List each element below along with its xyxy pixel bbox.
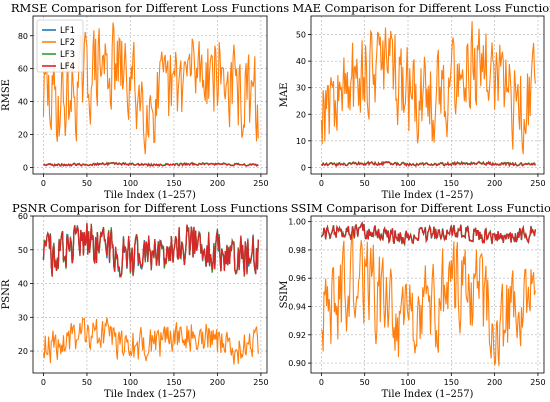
x-tick-label: 200 <box>487 179 502 188</box>
x-tick-label: 150 <box>444 378 459 387</box>
legend-label-lf2: LF2 <box>60 38 75 48</box>
legend: LF1 LF2 LF3 LF4 <box>36 19 84 73</box>
y-axis-label: RMSE <box>1 79 12 111</box>
x-tick-label: 200 <box>210 378 225 387</box>
y-tick-label: 40 <box>18 98 28 107</box>
x-tick-label: 50 <box>82 179 92 188</box>
x-axis-label: Tile Index (1–257) <box>382 190 474 201</box>
y-tick-label: 30 <box>18 313 28 322</box>
y-tick-label: 0.98 <box>288 246 306 255</box>
y-tick-label: 40 <box>18 280 28 289</box>
plot-frame <box>310 15 545 175</box>
y-tick-label: 40 <box>296 57 306 66</box>
series-line-lf4 <box>320 220 536 245</box>
legend-label-lf4: LF4 <box>60 62 75 72</box>
y-tick-label: 60 <box>18 65 28 74</box>
x-tick-label: 100 <box>400 378 415 387</box>
x-tick-label: 150 <box>166 378 181 387</box>
y-tick-label: 20 <box>18 347 28 356</box>
y-tick-label: 0.90 <box>288 359 306 368</box>
x-tick-label: 0 <box>41 179 46 188</box>
x-tick-label: 0 <box>319 179 324 188</box>
y-tick-label: 50 <box>296 31 306 40</box>
legend-label-lf3: LF3 <box>60 50 75 60</box>
legend-label-lf1: LF1 <box>60 26 75 36</box>
chart-panel-4: 0 50 100 150 200 250 0.90 0.92 0.94 0.96 0.98 1.00 S… <box>279 201 550 400</box>
plot-frame <box>310 215 545 374</box>
series-line-lf2 <box>320 21 536 155</box>
x-tick-label: 0 <box>319 378 324 387</box>
chart-panel-1: 0 50 100 150 200 250 0 20 40 60 80 RMSE Comparison … <box>1 1 289 201</box>
x-tick-label: 150 <box>166 179 181 188</box>
chart-panel-2: 0 50 100 150 200 250 0 10 20 30 40 50 MAE Comparison… <box>279 1 550 201</box>
y-tick-label: 10 <box>296 137 306 146</box>
y-tick-label: 50 <box>18 246 28 255</box>
x-tick-label: 50 <box>82 378 92 387</box>
y-tick-label: 0.96 <box>288 274 306 283</box>
y-tick-label: 60 <box>18 212 28 221</box>
y-tick-label: 30 <box>296 84 306 93</box>
chart-title: PSNR Comparison for Different Loss Funct… <box>12 201 288 215</box>
x-tick-label: 200 <box>487 378 502 387</box>
y-tick-label: 1.00 <box>288 218 306 227</box>
chart-title: MAE Comparison for Different Loss Functi… <box>292 1 550 15</box>
y-tick-label: 20 <box>296 110 306 119</box>
x-tick-label: 250 <box>530 179 545 188</box>
y-tick-label: 0 <box>23 163 28 172</box>
x-tick-label: 250 <box>253 378 268 387</box>
x-axis-label: Tile Index (1–257) <box>104 389 196 400</box>
y-axis-label: PSNR <box>1 279 12 309</box>
x-tick-label: 250 <box>253 179 268 188</box>
y-tick-label: 0.92 <box>288 331 306 340</box>
x-tick-label: 50 <box>360 378 370 387</box>
x-tick-label: 100 <box>123 179 138 188</box>
series-line-lf2 <box>320 228 536 366</box>
x-tick-label: 50 <box>360 179 370 188</box>
series-line-lf4 <box>321 160 536 168</box>
plot-frame <box>32 215 268 374</box>
y-tick-label: 0.94 <box>288 303 306 312</box>
x-tick-label: 100 <box>400 179 415 188</box>
y-axis-label: SSIM <box>279 281 290 309</box>
y-tick-label: 80 <box>18 32 28 41</box>
y-tick-label: 20 <box>18 131 28 140</box>
series-line-lf4 <box>42 222 259 278</box>
x-tick-label: 0 <box>41 378 46 387</box>
series-line-lf2 <box>42 317 259 365</box>
x-tick-label: 200 <box>210 179 225 188</box>
series-line-lf4 <box>43 161 259 168</box>
x-axis-label: Tile Index (1–257) <box>382 389 474 400</box>
y-axis-label: MAE <box>279 83 290 108</box>
y-tick-label: 0 <box>301 163 306 172</box>
chart-title: SSIM Comparison for Different Loss Funct… <box>291 201 550 215</box>
x-tick-label: 150 <box>444 179 459 188</box>
x-tick-label: 100 <box>123 378 138 387</box>
chart-title: RMSE Comparison for Different Loss Funct… <box>11 1 289 15</box>
x-tick-label: 250 <box>530 378 545 387</box>
x-axis-label: Tile Index (1–257) <box>104 190 196 201</box>
legend-box <box>36 19 84 73</box>
plot-frame <box>32 15 268 175</box>
